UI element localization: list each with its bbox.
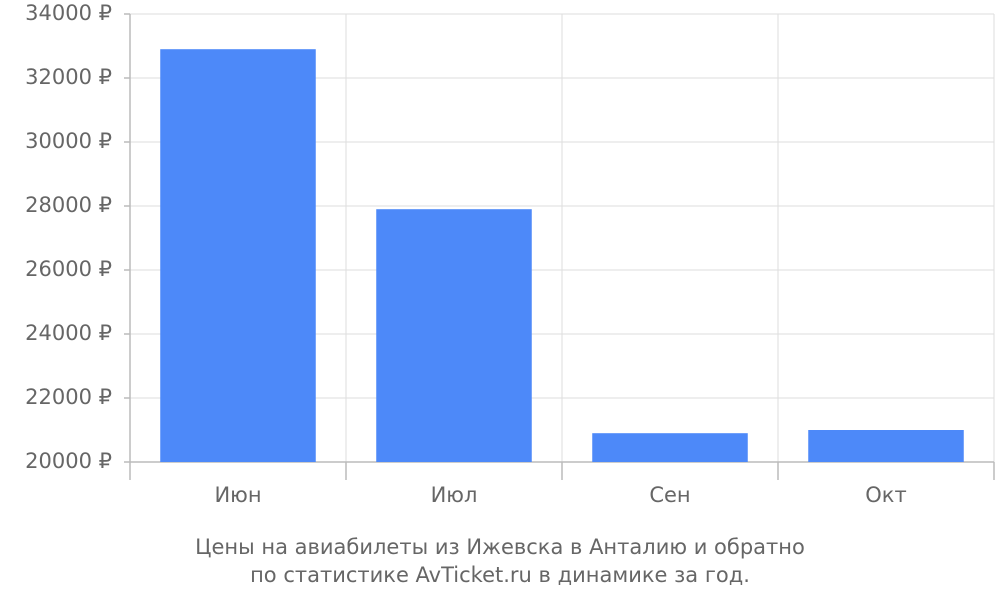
y-tick-label: 34000 ₽ — [25, 1, 112, 25]
bar — [592, 433, 748, 462]
y-tick-label: 22000 ₽ — [25, 385, 112, 409]
y-tick-label: 20000 ₽ — [25, 449, 112, 473]
chart-title: Цены на авиабилеты из Ижевска в Анталию … — [195, 535, 805, 559]
bar — [160, 49, 316, 462]
y-tick-label: 24000 ₽ — [25, 321, 112, 345]
x-tick-label: Июн — [214, 483, 261, 507]
x-tick-label: Июл — [431, 483, 478, 507]
y-tick-label: 30000 ₽ — [25, 129, 112, 153]
bar — [376, 209, 532, 462]
y-tick-label: 32000 ₽ — [25, 65, 112, 89]
bar — [808, 430, 964, 462]
chart-subtitle: по статистике AvTicket.ru в динамике за … — [250, 563, 750, 587]
y-tick-label: 26000 ₽ — [25, 257, 112, 281]
x-tick-label: Окт — [865, 483, 906, 507]
x-tick-label: Сен — [649, 483, 690, 507]
y-tick-label: 28000 ₽ — [25, 193, 112, 217]
